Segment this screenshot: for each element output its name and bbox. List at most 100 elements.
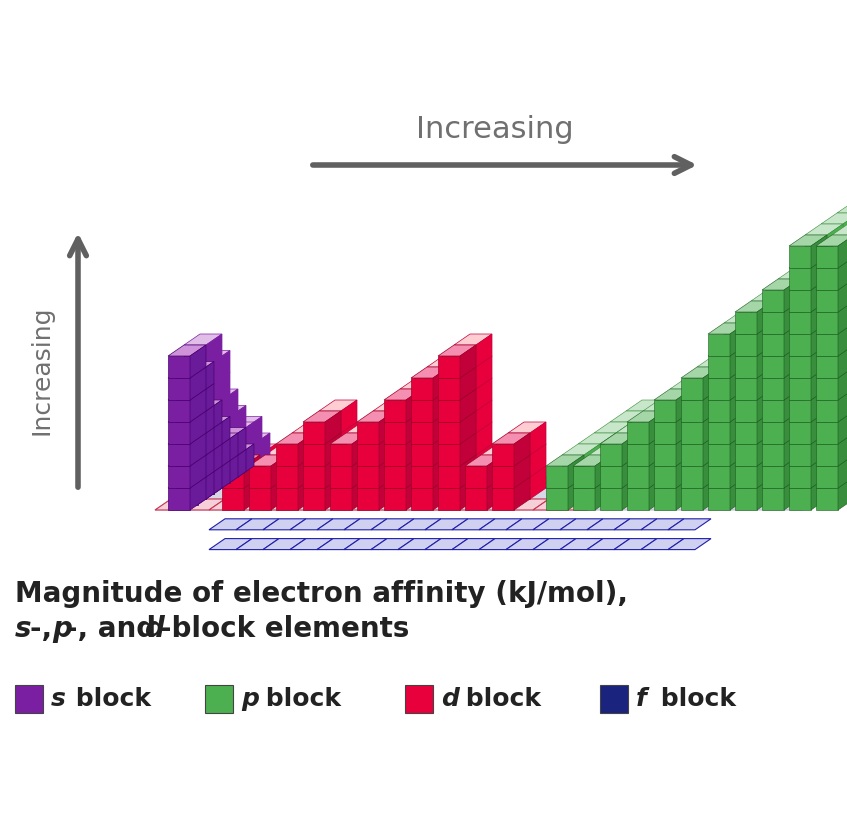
Polygon shape — [626, 422, 664, 433]
Polygon shape — [454, 422, 492, 433]
Polygon shape — [632, 433, 648, 466]
Polygon shape — [675, 411, 697, 433]
Polygon shape — [637, 411, 675, 422]
Polygon shape — [263, 539, 306, 550]
Polygon shape — [184, 455, 206, 477]
Polygon shape — [680, 411, 702, 433]
Polygon shape — [627, 455, 665, 466]
Polygon shape — [821, 367, 837, 400]
Polygon shape — [826, 235, 847, 246]
Polygon shape — [657, 488, 700, 499]
Polygon shape — [395, 422, 411, 455]
Polygon shape — [826, 411, 847, 422]
Polygon shape — [292, 466, 330, 477]
Polygon shape — [506, 499, 549, 510]
Polygon shape — [589, 455, 611, 477]
Polygon shape — [740, 433, 778, 444]
Polygon shape — [826, 246, 847, 268]
Polygon shape — [778, 301, 800, 323]
Polygon shape — [821, 367, 847, 378]
Polygon shape — [680, 400, 718, 411]
Polygon shape — [730, 455, 746, 488]
Polygon shape — [249, 466, 271, 488]
Polygon shape — [767, 345, 805, 356]
Polygon shape — [427, 378, 465, 389]
Polygon shape — [357, 477, 395, 488]
Polygon shape — [384, 488, 406, 510]
Polygon shape — [837, 367, 847, 389]
Polygon shape — [376, 477, 419, 488]
Polygon shape — [740, 378, 762, 400]
Polygon shape — [842, 257, 847, 279]
Polygon shape — [821, 279, 847, 290]
Polygon shape — [827, 444, 843, 477]
Polygon shape — [708, 477, 746, 488]
Polygon shape — [805, 224, 843, 235]
Polygon shape — [751, 433, 773, 455]
Polygon shape — [319, 433, 341, 455]
Polygon shape — [449, 356, 465, 389]
Polygon shape — [778, 389, 800, 411]
Polygon shape — [734, 422, 772, 433]
Polygon shape — [832, 422, 847, 433]
Polygon shape — [643, 477, 665, 499]
Polygon shape — [832, 290, 847, 301]
Polygon shape — [734, 433, 756, 455]
Polygon shape — [735, 433, 751, 466]
Polygon shape — [713, 367, 729, 400]
Polygon shape — [778, 290, 794, 323]
Polygon shape — [783, 268, 821, 279]
Polygon shape — [708, 455, 724, 488]
Polygon shape — [821, 444, 843, 466]
Polygon shape — [788, 367, 810, 389]
Polygon shape — [427, 444, 465, 455]
Polygon shape — [789, 455, 805, 488]
Polygon shape — [810, 400, 826, 433]
Polygon shape — [772, 400, 794, 422]
Polygon shape — [206, 466, 222, 499]
Polygon shape — [805, 422, 843, 433]
Polygon shape — [546, 477, 584, 488]
Polygon shape — [816, 389, 847, 400]
Polygon shape — [735, 477, 773, 488]
Polygon shape — [799, 444, 821, 466]
Polygon shape — [789, 367, 805, 400]
Polygon shape — [815, 246, 847, 257]
Polygon shape — [460, 477, 476, 510]
Polygon shape — [810, 345, 832, 367]
Polygon shape — [762, 400, 784, 422]
Polygon shape — [805, 356, 843, 367]
Polygon shape — [224, 416, 262, 427]
Polygon shape — [268, 477, 311, 488]
Polygon shape — [724, 400, 762, 411]
Polygon shape — [832, 422, 847, 455]
Polygon shape — [842, 389, 847, 411]
Polygon shape — [778, 477, 800, 499]
Polygon shape — [319, 411, 341, 433]
Polygon shape — [222, 389, 238, 422]
Polygon shape — [821, 378, 843, 400]
Polygon shape — [427, 433, 449, 455]
Polygon shape — [762, 411, 800, 422]
Polygon shape — [751, 290, 789, 301]
Polygon shape — [708, 422, 730, 444]
Polygon shape — [230, 449, 246, 483]
Polygon shape — [772, 312, 794, 334]
Polygon shape — [325, 455, 341, 488]
Polygon shape — [740, 455, 778, 466]
Polygon shape — [430, 477, 473, 488]
Polygon shape — [811, 433, 827, 466]
Polygon shape — [681, 411, 697, 444]
Polygon shape — [587, 499, 630, 510]
Polygon shape — [707, 400, 745, 411]
Polygon shape — [371, 519, 414, 530]
Polygon shape — [789, 389, 827, 400]
Polygon shape — [641, 499, 684, 510]
Polygon shape — [745, 367, 783, 378]
Polygon shape — [816, 367, 847, 378]
Polygon shape — [697, 477, 719, 499]
Polygon shape — [627, 433, 665, 444]
Polygon shape — [810, 268, 826, 301]
Polygon shape — [200, 433, 238, 444]
Polygon shape — [821, 235, 847, 246]
